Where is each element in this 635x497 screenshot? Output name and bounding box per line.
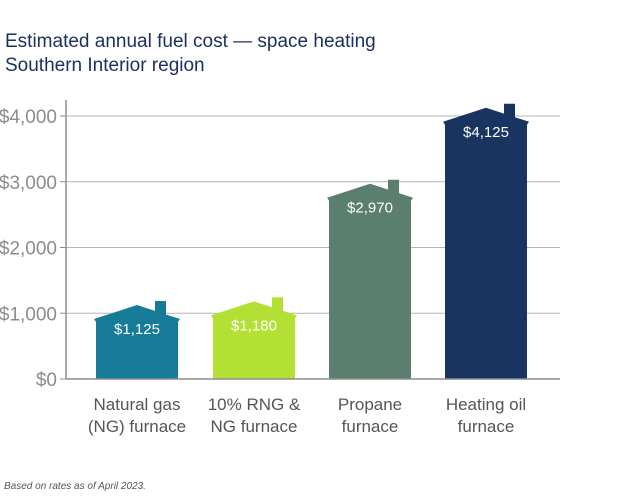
data-label-4: $4,125: [463, 124, 509, 141]
y-axis: $0 $1,000 $2,000 $3,000 $4,000: [0, 100, 67, 391]
chart-title: Estimated annual fuel cost — space heati…: [5, 31, 376, 52]
y-tick-label: $0: [36, 370, 57, 391]
category-label-1: Natural gas (NG) furnace: [88, 395, 186, 436]
x-axis: Natural gas (NG) furnace 10% RNG & NG furna…: [66, 378, 560, 436]
bar-3: [327, 179, 413, 379]
y-tick-label: $3,000: [0, 173, 57, 194]
chart-title-block: Estimated annual fuel cost — space heati…: [5, 30, 376, 78]
category-label-2: 10% RNG & NG furnace: [208, 395, 301, 436]
bar-1: [94, 301, 180, 379]
bar-4: [443, 103, 529, 379]
category-label-3: Propane furnace: [338, 395, 402, 436]
bars: $1,125 $1,180 $2,970 $4,125: [94, 103, 529, 379]
y-tick-label: $4,000: [0, 107, 57, 128]
footnote: Based on rates as of April 2023.: [4, 481, 146, 492]
category-label-4: Heating oil furnace: [446, 395, 526, 436]
data-label-2: $1,180: [231, 317, 277, 334]
bar-2: [211, 297, 297, 379]
chart-subtitle: Southern Interior region: [5, 55, 205, 76]
y-tick-label: $2,000: [0, 239, 57, 260]
data-label-1: $1,125: [114, 321, 160, 338]
y-tick-label: $1,000: [0, 304, 57, 325]
data-label-3: $2,970: [347, 200, 393, 217]
